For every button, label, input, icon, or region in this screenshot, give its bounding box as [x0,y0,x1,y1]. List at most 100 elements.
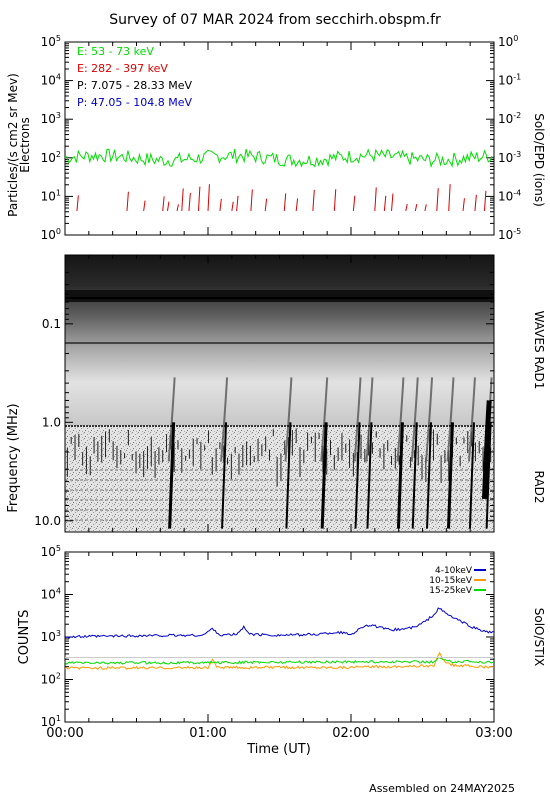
epd-left-axis: 100 101 102 103 104 105 [41,34,495,242]
epd-electron-282-397-burst [250,189,253,211]
rad1-line-upper [65,297,494,299]
epd-electron-282-397-burst [207,184,210,211]
epd-electron-282-397-burst [374,187,377,211]
stix-xtick-label: 03:00 [475,726,512,741]
epd-electron-282-397-burst [333,189,337,211]
epd-electron-282-397-burst [126,191,129,211]
epd-right-ytick-label: 10-3 [498,150,521,165]
type-iii-burst [396,377,405,462]
epd-electron-282-397-burst [143,200,146,212]
type-iii-burst [353,377,362,462]
epd-electron-282-397-burst [436,188,439,211]
epd-ytick-label: 101 [41,188,61,203]
stix-ytick-label: 102 [41,672,61,687]
type-iii-burst-rad2 [485,422,492,529]
epd-ytick-label: 103 [41,111,61,126]
epd-right-ytick-label: 100 [498,34,518,49]
stix-xtick-label: 02:00 [332,726,369,741]
stix-ytick-label: 104 [41,587,61,602]
waves-bursts [65,377,494,529]
epd-ytick-label: 102 [41,150,61,165]
epd-legend-entry: P: 47.05 - 104.8 MeV [77,96,193,109]
epd-electron-282-397-burst [352,195,356,211]
epd-electron-282-397-burst [264,198,268,212]
type-iii-burst-rad2 [168,422,176,529]
epd-electron-282-397-burst [424,204,427,212]
epd-electron-282-397-burst [474,194,477,211]
epd-electron-282-397-burst [391,193,394,211]
epd-legend-entry: E: 53 - 73 keV [77,45,154,58]
waves-right-label-rad2: RAD2 [532,471,546,504]
type-iii-burst [425,377,434,462]
stix-ytick-label: 105 [41,544,61,559]
stix-legend-entry: 4-10keV [435,566,473,576]
stix-series-line-1 [64,651,494,671]
epd-legend-entry: P: 7.075 - 28.33 MeV [77,79,193,92]
epd-electron-282-397-burst [483,190,487,211]
epd-electron-282-397-burst [312,189,315,211]
waves-right-label-rad1: WAVES RAD1 [532,311,546,390]
type-iii-burst-rad2 [426,422,433,529]
type-iii-burst-strong [481,400,492,500]
type-iii-burst [220,377,229,462]
epd-electron-282-397-burst [283,193,287,211]
epd-electron-282-397-burst [162,196,165,211]
epd-series-group [64,148,493,212]
waves-ytick-label: 1.0 [42,415,61,429]
type-iii-burst [467,377,476,462]
epd-electron-282-397-burst [414,203,418,212]
epd-right-axis: 10-5 10-4 10-3 10-2 10-1 100 [486,34,521,242]
stix-legend-entry: 15-25keV [429,586,473,596]
stix-ylabel: COUNTS [17,610,32,665]
type-iii-burst-rad2 [366,422,373,529]
type-iii-burst [284,377,293,462]
stix-legend-entry: 10-15keV [429,576,473,586]
epd-electron-282-397-burst [448,184,451,211]
epd-electron-282-397-burst [176,204,179,212]
epd-electron-282-397-burst [219,198,222,212]
stix-ytick-label: 103 [41,629,61,644]
type-iii-burst [410,377,419,462]
epd-right-ytick-label: 10-5 [498,227,521,242]
figure-title: Survey of 07 MAR 2024 from secchirh.obsp… [109,12,441,28]
epd-electron-282-397-burst [236,195,239,211]
type-iii-burst [365,377,374,462]
epd-ylabel: Particles/(s cm2 sr Mev) [6,73,20,217]
epd-right-ytick-label: 10-2 [498,111,521,126]
type-iii-burst-rad2 [446,422,454,529]
stix-series-group [64,607,495,671]
epd-ytick-label: 105 [41,34,61,49]
epd-electron-282-397-burst [462,198,465,211]
waves-ytick-label: 0.1 [42,317,61,331]
type-iii-burst [167,377,176,462]
stix-series-line-0 [64,607,495,639]
epd-electron-282-397-burst [166,201,170,212]
waves-axis: 0.1 1.0 10.0 [34,255,495,532]
epd-right-label: SolO/EPD (ions) [532,113,546,207]
type-iii-burst-rad2 [320,422,328,529]
stix-xlabel: Time (UT) [246,742,311,757]
type-iii-burst-rad2 [468,422,475,529]
waves-ytick-label: 10.0 [34,514,61,528]
waves-panel: 0.1 1.0 10.0 Frequency (MHz) WAVES RAD1 RA… [6,254,546,533]
epd-right-ytick-label: 10-1 [498,73,521,88]
epd-ylabel-electrons: Electrons [18,117,32,172]
waves-ylabel: Frequency (MHz) [6,403,21,512]
rad1-dark-band [65,290,494,302]
epd-electron-282-397-burst [295,198,299,211]
epd-right-ytick-label: 10-4 [498,188,521,203]
type-iii-burst [320,377,329,462]
type-iii-burst-rad2 [411,422,418,529]
type-iii-burst-rad2 [221,422,228,529]
type-iii-burst-rad2 [285,422,292,529]
epd-electron-282-397-burst [383,195,387,211]
stix-series-line-2 [64,657,495,665]
type-iii-burst-rad2 [354,422,361,529]
epd-electron-282-397-burst [188,192,191,211]
epd-legend-entry: E: 282 - 397 keV [77,62,168,75]
epd-ytick-label: 104 [41,73,61,88]
epd-ytick-label: 100 [41,227,61,242]
